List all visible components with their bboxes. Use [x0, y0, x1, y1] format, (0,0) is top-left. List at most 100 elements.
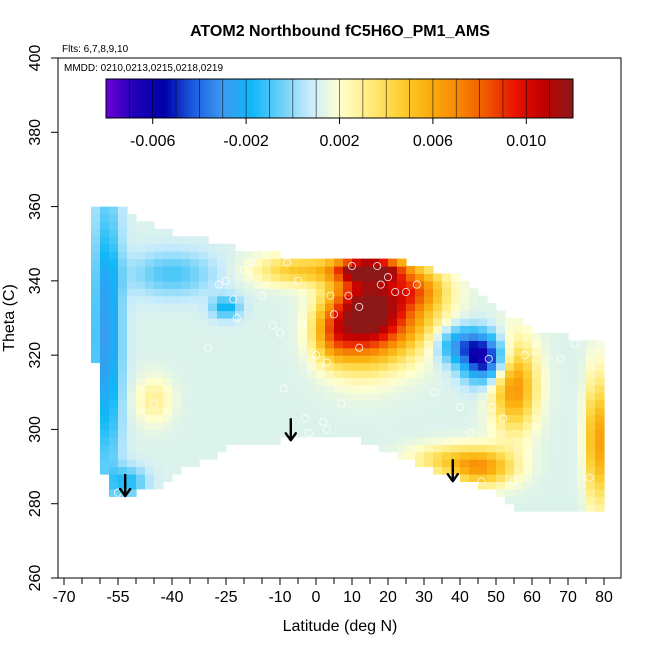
- heatmap-cell: [469, 355, 479, 364]
- heatmap-cell: [586, 347, 596, 356]
- heatmap-cell: [100, 273, 110, 282]
- heatmap-cell: [397, 429, 407, 438]
- heatmap-cell: [118, 266, 128, 274]
- heatmap-cell: [559, 392, 569, 401]
- heatmap-cell: [136, 474, 146, 482]
- heatmap-cell: [118, 377, 128, 386]
- heatmap-cell: [181, 370, 191, 378]
- heatmap-cell: [118, 436, 128, 445]
- heatmap-cell: [163, 436, 173, 445]
- heatmap-cell: [496, 459, 506, 468]
- heatmap-cell: [352, 288, 362, 297]
- heatmap-cell: [568, 451, 578, 460]
- heatmap-cell: [127, 384, 137, 393]
- heatmap-cell: [460, 377, 470, 386]
- heatmap-cell: [442, 466, 452, 475]
- heatmap-cell: [199, 273, 209, 282]
- heatmap-cell: [208, 332, 218, 341]
- heatmap-cell: [154, 370, 164, 378]
- heatmap-cell: [424, 422, 434, 430]
- heatmap-cell: [361, 303, 371, 312]
- heatmap-cell: [424, 429, 434, 438]
- heatmap-cell: [514, 414, 524, 423]
- heatmap-cell: [325, 310, 335, 319]
- heatmap-cell: [541, 355, 551, 364]
- heatmap-cell: [469, 474, 479, 482]
- heatmap-cell: [352, 325, 362, 334]
- heatmap-cell: [127, 258, 137, 267]
- heatmap-cell: [541, 503, 551, 512]
- heatmap-cell: [271, 340, 281, 349]
- heatmap-cell: [154, 303, 164, 312]
- x-tick-label: -25: [214, 589, 237, 606]
- heatmap-cell: [577, 422, 587, 430]
- measurement-point: [247, 258, 256, 267]
- heatmap-cell: [145, 474, 155, 482]
- heatmap-cell: [595, 436, 605, 445]
- heatmap-cell: [325, 266, 335, 274]
- heatmap-cell: [235, 288, 245, 297]
- heatmap-cell: [379, 273, 389, 282]
- heatmap-cell: [289, 414, 299, 423]
- heatmap-cell: [541, 340, 551, 349]
- heatmap-cell: [127, 236, 137, 245]
- heatmap-cell: [262, 318, 272, 326]
- heatmap-cell: [388, 332, 398, 341]
- heatmap-cell: [100, 362, 110, 371]
- heatmap-cell: [415, 362, 425, 371]
- heatmap-cell: [424, 318, 434, 326]
- heatmap-cell: [361, 407, 371, 416]
- measurement-point: [319, 417, 328, 427]
- heatmap-cell: [379, 407, 389, 416]
- heatmap-cell: [163, 474, 173, 482]
- heatmap-cell: [559, 429, 569, 438]
- heatmap-cell: [172, 273, 182, 282]
- heatmap-cell: [316, 288, 326, 297]
- heatmap-cell: [442, 280, 452, 289]
- measurement-point: [556, 354, 565, 363]
- heatmap-cell: [586, 503, 596, 512]
- heatmap-cell: [541, 414, 551, 423]
- heatmap-cell: [352, 399, 362, 408]
- heatmap-cell: [469, 436, 479, 445]
- heatmap-cell: [136, 288, 146, 297]
- heatmap-cell: [343, 384, 353, 393]
- heatmap-cell: [127, 474, 137, 482]
- heatmap-cell: [325, 370, 335, 378]
- heatmap-cell: [496, 310, 506, 319]
- heatmap-cell: [559, 459, 569, 468]
- heatmap-cell: [307, 407, 317, 416]
- heatmap-cell: [406, 444, 416, 453]
- heatmap-cell: [514, 488, 524, 497]
- heatmap-cell: [244, 377, 254, 386]
- heatmap-cell: [379, 295, 389, 304]
- heatmap-cell: [163, 466, 173, 475]
- heatmap-cell: [190, 243, 200, 252]
- heatmap-cell: [262, 429, 272, 438]
- heatmap-cell: [172, 295, 182, 304]
- heatmap-cell: [505, 325, 515, 334]
- heatmap-cell: [397, 444, 407, 453]
- heatmap-cell: [217, 370, 227, 378]
- heatmap-cell: [370, 303, 380, 312]
- heatmap-cell: [208, 392, 218, 401]
- heatmap-cell: [199, 347, 209, 356]
- heatmap-cell: [109, 236, 119, 245]
- heatmap-cell: [244, 429, 254, 438]
- heatmap-cell: [361, 273, 371, 282]
- heatmap-cell: [109, 370, 119, 378]
- heatmap-cell: [118, 325, 128, 334]
- heatmap-cell: [118, 206, 128, 215]
- heatmap-cell: [361, 310, 371, 319]
- heatmap-cell: [352, 318, 362, 326]
- heatmap-cell: [181, 436, 191, 445]
- heatmap-cell: [523, 459, 533, 468]
- heatmap-cell: [478, 429, 488, 438]
- heatmap-cell: [262, 370, 272, 378]
- heatmap-cell: [559, 481, 569, 490]
- heatmap-cell: [244, 355, 254, 364]
- heatmap-cell: [109, 251, 119, 260]
- heatmap-cell: [505, 340, 515, 349]
- heatmap-cell: [568, 444, 578, 453]
- heatmap-cell: [487, 481, 497, 490]
